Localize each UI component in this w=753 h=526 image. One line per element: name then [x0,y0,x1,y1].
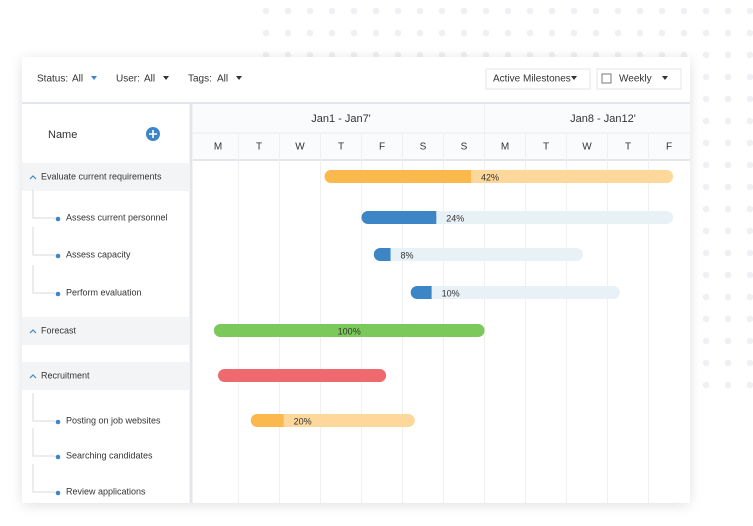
day-label: M [501,142,509,153]
group-label: Recruitment [41,370,90,380]
day-label: T [338,142,344,153]
progress-label: 8% [401,250,414,260]
filter-status-label[interactable]: Status: [37,74,68,85]
group-row [22,317,190,345]
milestones-dropdown[interactable] [485,68,591,90]
tree-line [32,393,55,422]
group-row [22,362,190,390]
tree-line [32,190,55,219]
filter-tags-label[interactable]: Tags: [188,74,212,85]
view-label[interactable]: Weekly [619,74,652,85]
day-label: T [256,142,262,153]
dropdown-arrow[interactable] [662,76,668,80]
add-icon [149,130,157,138]
task-dot [55,490,61,496]
task-label: Searching candidates [66,450,153,460]
task-label: Posting on job websites [66,415,161,425]
progress-bar [324,170,471,183]
progress-label: 20% [294,416,312,426]
task-label: Perform evaluation [66,287,142,297]
day-label: W [582,142,592,153]
day-label: F [379,142,385,153]
task-dot [55,216,61,222]
group-row [22,163,190,191]
tree-line [32,464,55,493]
progress-bar-edge [276,414,284,427]
progress-bar-edge [424,286,432,299]
filter-tags-value[interactable]: All [217,74,228,85]
name-header: Name [48,129,77,141]
task-dot [55,253,61,259]
progress-bar-edge [463,170,471,183]
task-bar [361,211,674,224]
progress-bar-edge [429,211,437,224]
task-label: Assess current personnel [66,212,168,222]
week-label: Jan8 - Jan12' [570,113,636,125]
task-dot [55,291,61,297]
dropdown-arrow[interactable] [163,76,169,80]
group-label: Evaluate current requirements [41,171,162,181]
calendar-icon [601,73,612,84]
day-label: F [666,142,672,153]
progress-label: 24% [446,213,464,223]
task-dot [55,419,61,425]
progress-label: 100% [338,326,361,336]
day-label: S [461,142,468,153]
tree-line [32,227,55,256]
filter-user-label[interactable]: User: [116,74,140,85]
progress-bar [250,414,284,427]
view-dropdown[interactable] [596,68,682,90]
collapse-arrow [29,329,37,334]
progress-bar [361,211,437,224]
week-label: Jan1 - Jan7' [311,113,371,125]
task-label: Review applications [66,486,146,496]
progress-label: 10% [442,288,460,298]
progress-bar-edge [383,248,391,261]
day-label: M [214,142,222,153]
day-label: W [295,142,305,153]
task-bar [250,414,415,427]
collapse-arrow [29,374,37,379]
day-label: T [543,142,549,153]
tree-line [32,265,55,294]
progress-label: 42% [481,172,499,182]
milestones-label[interactable]: Active Milestones [493,74,571,85]
day-label: S [420,142,427,153]
dropdown-arrow[interactable] [91,76,97,80]
collapse-arrow [29,175,37,180]
dropdown-arrow[interactable] [571,76,577,80]
filter-user-value[interactable]: All [144,74,155,85]
task-bar [218,369,387,382]
task-label: Assess capacity [66,249,131,259]
day-label: T [625,142,631,153]
task-dot [55,454,61,460]
task-bar [373,248,583,261]
tree-line [32,428,55,457]
group-label: Forecast [41,325,77,335]
dropdown-arrow[interactable] [236,76,242,80]
progress-bar [213,324,485,337]
task-bar [410,286,620,299]
filter-status-value[interactable]: All [72,74,83,85]
